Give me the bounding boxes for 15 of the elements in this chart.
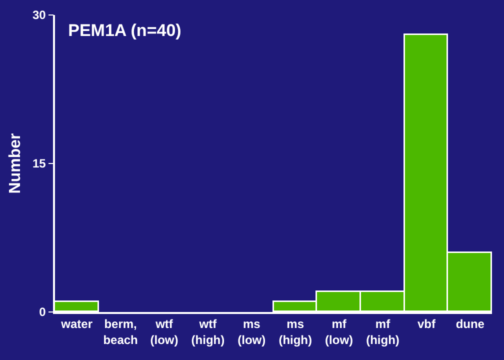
x-tick-label: berm, beach [103, 317, 138, 347]
x-tick-label: vbf [417, 317, 436, 332]
x-tick-label: wtf (high) [191, 317, 225, 347]
y-tick-label: 15 [32, 156, 46, 171]
x-tick-label: mf (low) [325, 317, 354, 347]
y-axis-title: Number [6, 133, 24, 194]
x-tick-label: mf (high) [366, 317, 400, 347]
x-tick-label: wtf (low) [150, 317, 178, 347]
x-tick-label: ms (low) [238, 317, 266, 347]
chart-title: PEM1A (n=40) [68, 20, 182, 40]
x-tick-label: ms (high) [278, 317, 312, 347]
y-tick-label: 30 [32, 8, 46, 22]
y-tick-label: 0 [39, 305, 46, 320]
x-tick-label: water [60, 317, 93, 332]
x-tick-label: dune [456, 317, 485, 332]
